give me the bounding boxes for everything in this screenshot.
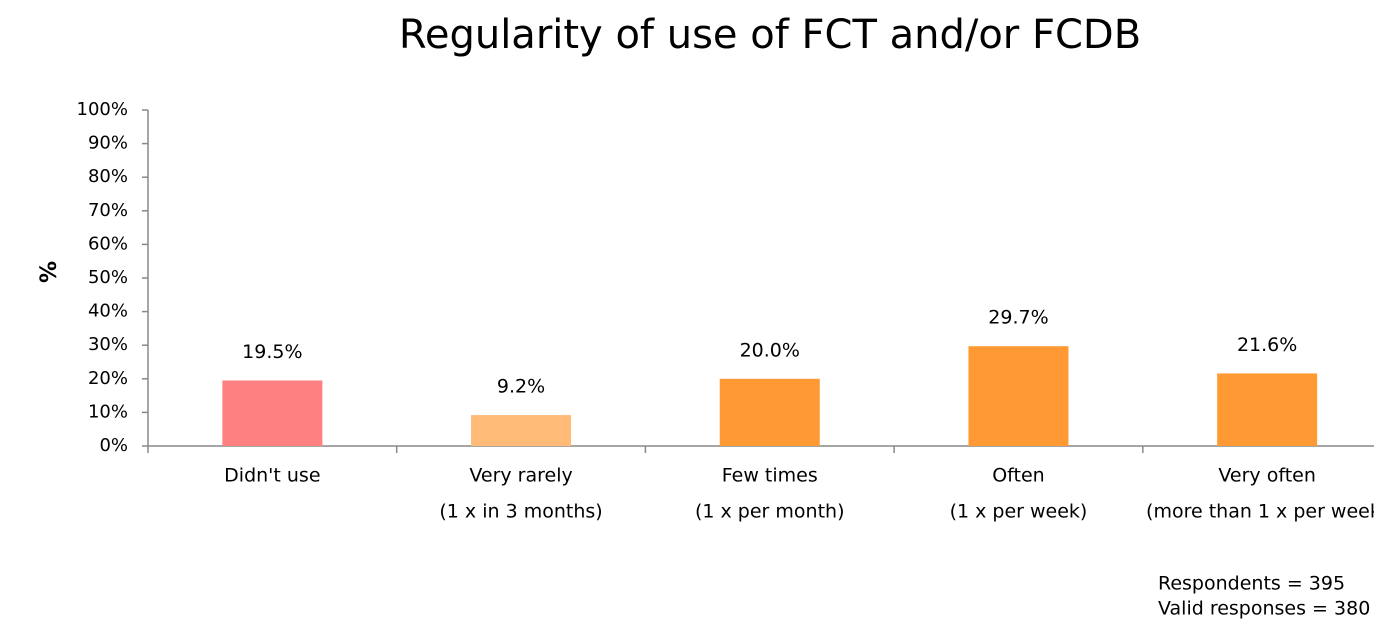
chart-title: Regularity of use of FCT and/or FCDB xyxy=(399,12,1141,58)
y-tick-label: 90% xyxy=(88,133,128,154)
y-tick-label: 70% xyxy=(88,200,128,221)
data-label: 21.6% xyxy=(1237,334,1297,356)
x-tick-label: (1 x per week) xyxy=(950,501,1088,523)
x-tick-label: Very rarely xyxy=(469,465,572,487)
x-tick-label: Few times xyxy=(722,465,818,487)
x-tick-label: (1 x per month) xyxy=(695,501,845,523)
y-tick-label: 10% xyxy=(88,401,128,422)
data-label: 19.5% xyxy=(242,341,302,363)
y-tick-label: 0% xyxy=(99,435,128,456)
bar xyxy=(968,346,1069,446)
y-tick-label: 80% xyxy=(88,166,128,187)
y-tick-label: 30% xyxy=(88,334,128,355)
x-tick-label: (more than 1 x per week) xyxy=(1146,501,1374,523)
y-tick-label: 100% xyxy=(77,99,128,120)
bar xyxy=(471,415,572,446)
bar xyxy=(719,378,820,446)
x-tick-label: Didn't use xyxy=(224,465,320,487)
footnote: Valid responses = 380 xyxy=(1158,598,1370,620)
x-tick-label: Very often xyxy=(1218,465,1315,487)
y-tick-label: 40% xyxy=(88,301,128,322)
bar xyxy=(1217,373,1318,446)
data-label: 9.2% xyxy=(497,376,545,398)
bar xyxy=(222,380,323,446)
y-axis-label: % xyxy=(37,261,62,283)
data-label: 29.7% xyxy=(988,307,1048,329)
data-label: 20.0% xyxy=(740,339,800,361)
y-tick-label: 20% xyxy=(88,368,128,389)
y-tick-label: 60% xyxy=(88,233,128,254)
x-tick-label: Often xyxy=(992,465,1045,487)
footnote: Respondents = 395 xyxy=(1158,573,1345,595)
y-tick-label: 50% xyxy=(88,267,128,288)
x-tick-label: (1 x in 3 months) xyxy=(439,501,602,523)
